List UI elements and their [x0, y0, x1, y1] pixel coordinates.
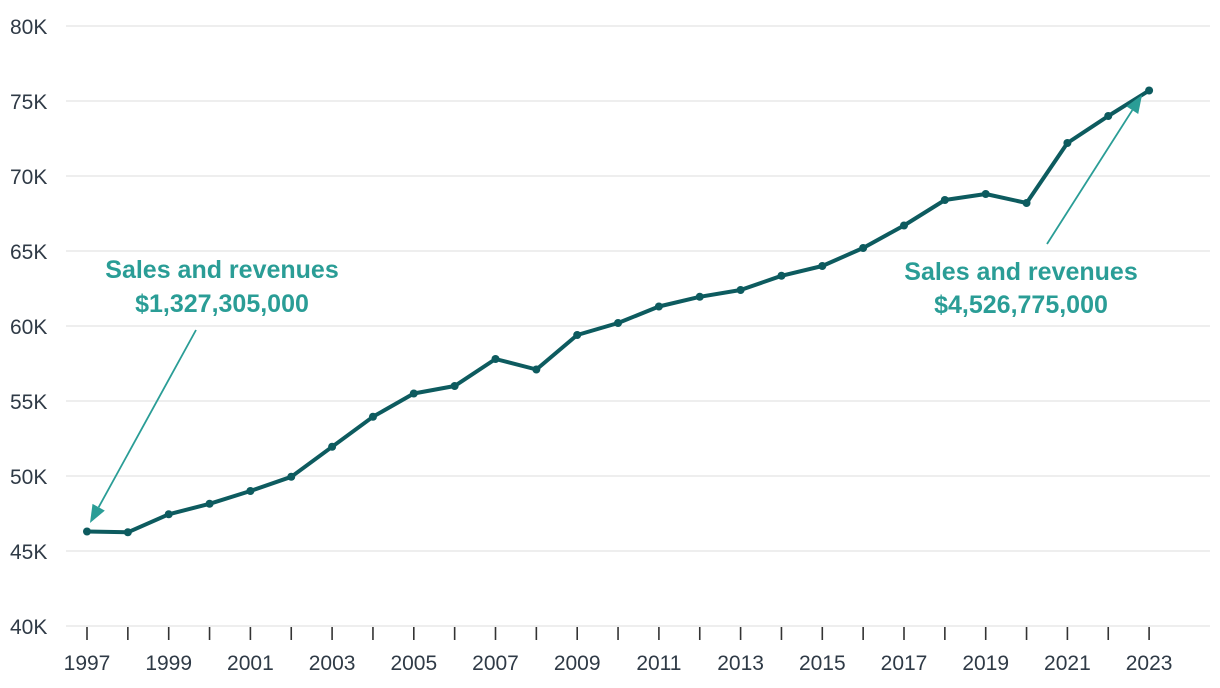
data-point-2012	[695, 292, 704, 301]
annotation-left-arrow-head	[90, 503, 105, 523]
data-point-2017	[900, 221, 908, 230]
y-tick-label: 60K	[10, 316, 47, 339]
annotation-right-line2: $4,526,775,000	[934, 291, 1108, 319]
annotation-right-arrow-line	[1046, 109, 1134, 245]
data-point-2014	[777, 271, 786, 280]
data-point-1999	[164, 510, 173, 519]
annotation-right-arrow-head	[1126, 95, 1142, 114]
data-point-2021	[1063, 139, 1072, 147]
y-tick-label: 80K	[10, 16, 47, 39]
data-point-1998	[123, 528, 132, 537]
data-point-2019	[981, 190, 990, 198]
data-point-2000	[205, 499, 214, 508]
data-point-2018	[940, 196, 949, 204]
data-point-2020	[1022, 199, 1031, 207]
data-point-2002	[287, 472, 296, 481]
x-tick-label: 2023	[1126, 652, 1173, 675]
y-tick-label: 45K	[10, 541, 47, 564]
x-tick-label: 1999	[145, 652, 192, 675]
data-point-2022	[1104, 112, 1113, 120]
data-point-2005	[409, 389, 418, 398]
annotation-layer: Sales and revenues $1,327,305,000 Sales …	[90, 95, 1142, 523]
annotation-left-line1: Sales and revenues	[105, 256, 338, 284]
x-tick-label: 2017	[881, 652, 928, 675]
x-axis: 1997 1999 2001 2003 2005 2007 2009 2011 2013 2015…	[64, 627, 1173, 675]
x-tick-label: 2007	[472, 652, 519, 675]
x-tick-label: 2005	[390, 652, 437, 675]
y-tick-label: 40K	[10, 616, 47, 639]
data-point-2015	[818, 262, 827, 270]
x-tick-label: 2001	[227, 652, 274, 675]
data-point-2016	[859, 244, 868, 252]
annotation-left-arrow-line	[97, 329, 197, 508]
y-tick-label: 55K	[10, 391, 47, 414]
annotation-right-line1: Sales and revenues	[904, 258, 1137, 286]
x-tick-label: 2003	[309, 652, 356, 675]
x-tick-label: 2009	[554, 652, 601, 675]
data-point-2009	[573, 331, 582, 339]
data-point-2010	[614, 319, 623, 327]
data-point-2008	[532, 365, 541, 374]
data-point-2023	[1145, 86, 1154, 95]
y-tick-label: 65K	[10, 241, 47, 264]
x-tick-label: 1997	[64, 652, 111, 675]
data-point-2007	[491, 355, 500, 363]
grid-layer	[66, 25, 1210, 627]
x-tick-label: 2019	[962, 652, 1009, 675]
x-tick-label: 2015	[799, 652, 846, 675]
x-tick-label: 2011	[636, 652, 681, 675]
x-tick-label: 2013	[717, 652, 764, 675]
data-point-2013	[736, 286, 745, 294]
y-tick-label: 70K	[10, 166, 47, 189]
data-point-2006	[450, 382, 459, 390]
data-point-2004	[368, 412, 377, 421]
series-layer	[83, 86, 1154, 537]
data-point-2003	[328, 442, 337, 451]
y-tick-label: 50K	[10, 466, 47, 489]
data-point-2011	[654, 302, 663, 311]
data-point-2001	[246, 487, 255, 495]
x-tick-label: 2021	[1044, 652, 1091, 675]
data-point-1997	[83, 527, 91, 536]
y-tick-label: 75K	[10, 91, 47, 114]
annotation-left-line2: $1,327,305,000	[135, 290, 309, 318]
y-axis: 40K 45K 50K 55K 60K 65K 70K 75K 80K	[10, 16, 47, 639]
